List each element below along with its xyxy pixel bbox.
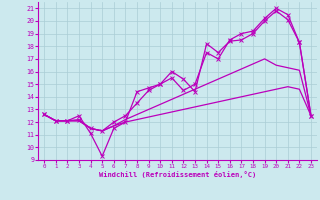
X-axis label: Windchill (Refroidissement éolien,°C): Windchill (Refroidissement éolien,°C) (99, 171, 256, 178)
